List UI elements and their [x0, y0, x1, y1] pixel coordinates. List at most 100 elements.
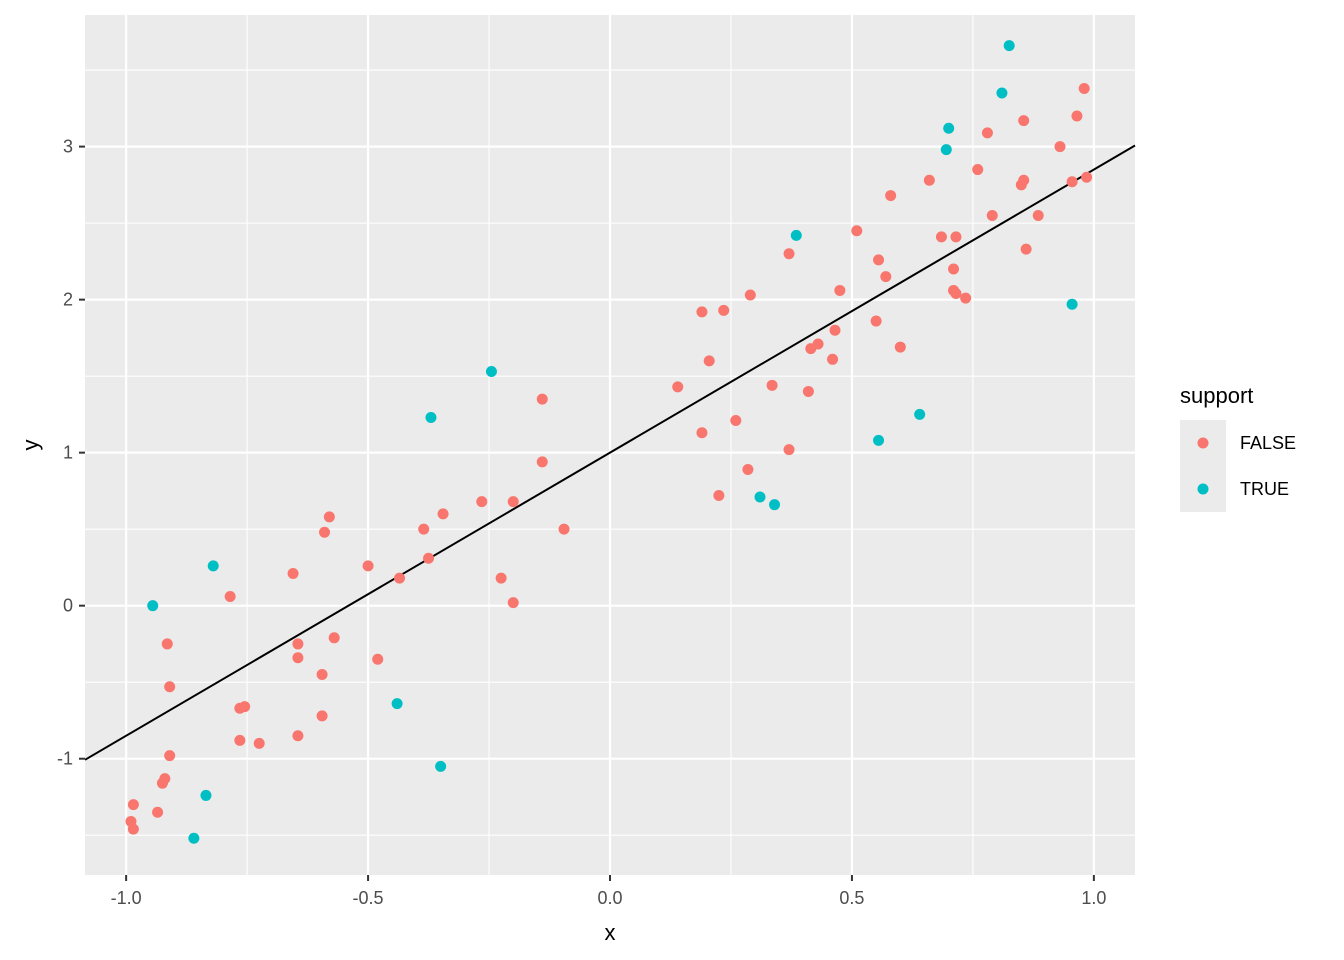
x-tick-label: -1.0: [111, 888, 142, 908]
data-point: [234, 734, 246, 746]
data-point: [834, 284, 846, 296]
legend: support FALSE TRUE: [1180, 383, 1296, 512]
data-point: [1018, 174, 1030, 186]
data-point: [418, 523, 430, 535]
data-point: [127, 823, 139, 835]
series-true: [147, 40, 1078, 844]
data-point: [790, 229, 802, 241]
data-point: [476, 496, 488, 508]
data-point: [783, 248, 795, 260]
data-point: [536, 393, 548, 405]
x-tick-label: 0.0: [597, 888, 622, 908]
legend-label: TRUE: [1240, 479, 1289, 499]
data-point: [391, 698, 403, 710]
data-point: [696, 306, 708, 318]
data-point: [147, 600, 159, 612]
data-point: [880, 271, 892, 283]
data-point: [986, 209, 998, 221]
data-point: [1003, 40, 1015, 52]
data-point: [200, 789, 212, 801]
data-point: [940, 144, 952, 156]
regression-line: [84, 144, 1136, 761]
data-point: [161, 638, 173, 650]
data-point: [754, 491, 766, 503]
data-point: [730, 415, 742, 427]
legend-label: FALSE: [1240, 433, 1296, 453]
data-point: [127, 799, 139, 811]
data-point: [914, 408, 926, 420]
y-tick-label: 0: [63, 596, 73, 616]
data-point: [783, 444, 795, 456]
data-point: [253, 737, 265, 749]
data-point: [703, 355, 715, 367]
data-point: [328, 632, 340, 644]
data-point: [437, 508, 449, 520]
data-point: [425, 411, 437, 423]
data-point: [507, 597, 519, 609]
data-point: [1032, 209, 1044, 221]
data-point: [996, 87, 1008, 99]
data-point: [894, 341, 906, 353]
data-point: [507, 496, 519, 508]
data-point: [316, 669, 328, 681]
y-tick-label: 2: [63, 290, 73, 310]
data-point: [292, 652, 304, 664]
data-point: [1020, 243, 1032, 255]
data-point: [744, 289, 756, 301]
data-point: [1018, 115, 1030, 127]
data-point: [164, 750, 176, 762]
x-tick-label: 1.0: [1081, 888, 1106, 908]
data-point: [1071, 110, 1083, 122]
data-point: [362, 560, 374, 572]
data-point: [960, 292, 972, 304]
data-point: [239, 701, 251, 713]
data-point: [316, 710, 328, 722]
data-point: [829, 324, 841, 336]
data-point: [485, 366, 497, 378]
data-point: [1078, 82, 1090, 94]
data-point: [713, 489, 725, 501]
y-tick-label: 1: [63, 443, 73, 463]
data-point: [812, 338, 824, 350]
data-point: [923, 174, 935, 186]
data-point: [495, 572, 507, 584]
data-point: [802, 385, 814, 397]
data-point: [696, 427, 708, 439]
data-point: [207, 560, 219, 572]
series-false: [125, 82, 1093, 835]
data-point: [159, 773, 171, 785]
y-axis: -1 0 1 2 3: [57, 137, 85, 769]
y-axis-title: y: [18, 440, 43, 451]
data-point: [292, 730, 304, 742]
y-tick-label: 3: [63, 137, 73, 157]
x-tick-label: -0.5: [353, 888, 384, 908]
data-point: [885, 190, 897, 202]
data-point: [1054, 141, 1066, 153]
data-point: [558, 523, 570, 535]
data-point: [950, 231, 962, 243]
data-point: [935, 231, 947, 243]
data-point: [323, 511, 335, 523]
data-point: [319, 526, 331, 538]
data-point: [827, 353, 839, 365]
data-point: [536, 456, 548, 468]
data-point: [718, 304, 730, 316]
data-point: [672, 381, 684, 393]
x-axis: -1.0 -0.5 0.0 0.5 1.0: [111, 875, 1106, 908]
x-tick-label: 0.5: [839, 888, 864, 908]
data-point: [873, 434, 885, 446]
data-point: [287, 568, 299, 580]
data-point: [769, 499, 781, 511]
data-point: [1066, 176, 1078, 188]
data-point: [152, 806, 164, 818]
data-point: [870, 315, 882, 327]
data-point: [292, 638, 304, 650]
data-point: [766, 379, 778, 391]
data-point: [188, 832, 200, 844]
data-point: [981, 127, 993, 139]
data-point: [742, 463, 754, 475]
data-point: [1081, 171, 1093, 183]
x-axis-title: x: [605, 920, 616, 945]
data-point: [950, 288, 962, 300]
